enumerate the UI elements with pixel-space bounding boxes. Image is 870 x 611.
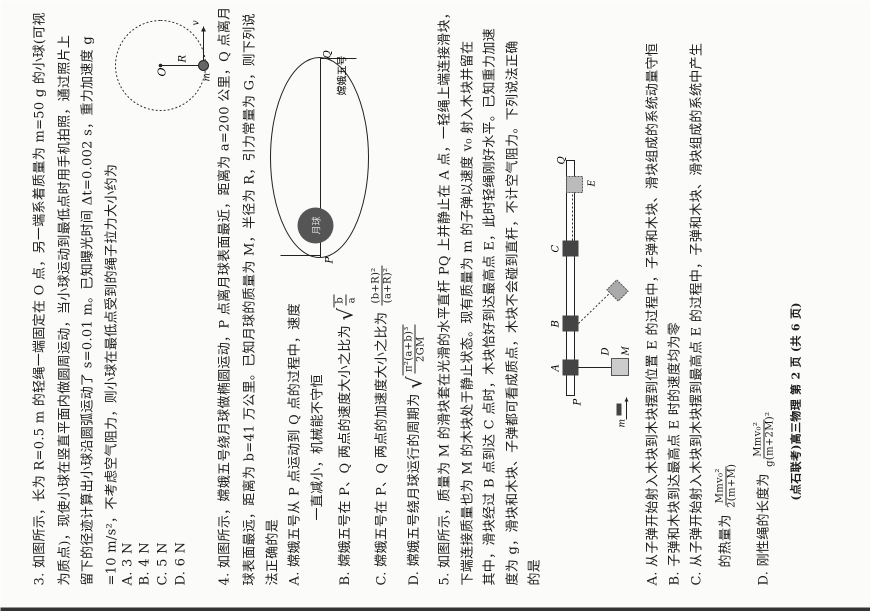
label-a: A bbox=[550, 364, 561, 372]
label-o: O bbox=[155, 67, 168, 76]
label-c: C bbox=[550, 244, 561, 252]
slider-c bbox=[562, 240, 578, 256]
label-r: R bbox=[177, 54, 188, 63]
block-e bbox=[565, 175, 583, 193]
label-p: P bbox=[572, 398, 583, 406]
probe-label: 嫦娥五号 bbox=[335, 55, 348, 95]
label-q: Q bbox=[556, 156, 567, 164]
label-v: v bbox=[191, 20, 201, 25]
label-bullet: m bbox=[617, 418, 627, 427]
moon-label: 月球 bbox=[310, 216, 322, 234]
q4-orbit-figure: 月球 P Q 嫦娥五号 bbox=[269, 50, 369, 264]
label-m: m bbox=[202, 72, 212, 81]
label-d: D bbox=[600, 347, 611, 356]
label-mass: M bbox=[621, 345, 631, 356]
center-point bbox=[158, 63, 162, 67]
label-b: B bbox=[550, 320, 561, 328]
label-e: E bbox=[587, 179, 597, 187]
block-swinging bbox=[605, 278, 629, 302]
bullet bbox=[616, 403, 621, 415]
block-d bbox=[610, 357, 629, 376]
label-q: Q bbox=[322, 50, 333, 58]
q3-circle-figure: O R m v bbox=[114, 19, 212, 111]
slider-a bbox=[562, 359, 578, 375]
rope-b-dashed bbox=[577, 289, 613, 324]
label-p: P bbox=[324, 256, 335, 264]
q5-rod-figure: m P Q A B C D E M bbox=[550, 156, 631, 427]
ball bbox=[197, 59, 209, 71]
moon bbox=[297, 207, 333, 243]
slider-b bbox=[562, 315, 578, 331]
